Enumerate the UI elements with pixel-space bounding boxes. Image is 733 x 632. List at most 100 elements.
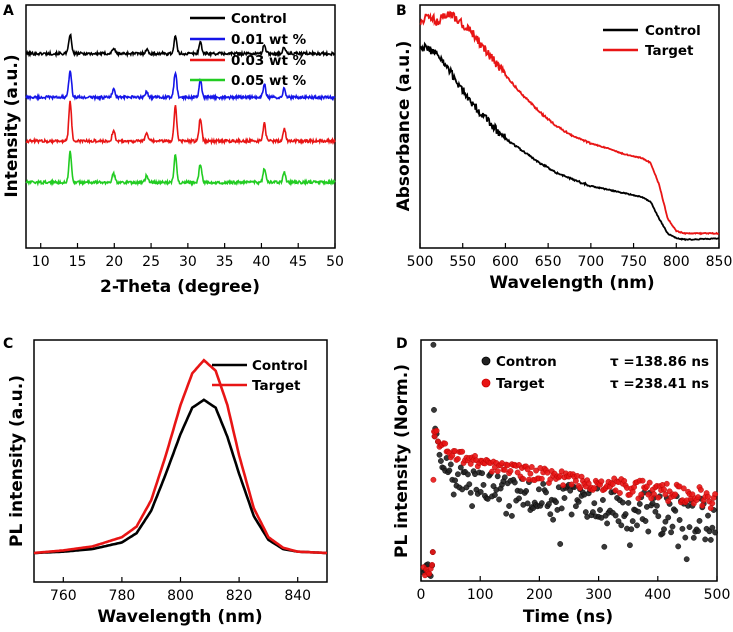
panel-b-y-label: Absorbance (a.u.): [394, 41, 414, 212]
legend-d-marker-1: [481, 378, 491, 388]
trpl-point-0: [447, 461, 454, 468]
trpl-point-0: [557, 541, 564, 547]
xrd-line-1: [25, 70, 336, 102]
absorbance-line-1: [419, 10, 720, 236]
x-tick-label: 550: [449, 254, 476, 270]
panel-c: C 760 780 800 820 840 Wavelength (nm) PL int…: [3, 336, 328, 627]
x-tick-label: 800: [167, 588, 194, 604]
x-tick-label: 30: [179, 254, 197, 270]
panel-d-legend: Contron Target τ =138.86 ns τ =238.41 ns: [481, 354, 709, 392]
x-tick-label: 400: [644, 587, 671, 603]
trpl-point-1: [591, 485, 598, 491]
trpl-point-1: [639, 477, 646, 484]
legend-b-label-1: Target: [645, 43, 694, 59]
trpl-point-1: [568, 481, 575, 488]
legend-d-label-1: Target: [496, 376, 545, 392]
trpl-point-0: [668, 529, 674, 536]
trpl-point-0: [508, 513, 515, 519]
trpl-point-1: [638, 491, 645, 498]
trpl-point-0: [480, 481, 487, 488]
xrd-line-3: [25, 150, 336, 187]
trpl-point-0: [516, 495, 522, 502]
panel-d: D 0 100 200 300 400 500 Time (ns) PL intensit…: [392, 336, 730, 627]
trpl-point-0: [431, 406, 437, 413]
trpl-point-0: [582, 509, 589, 515]
trpl-point-0: [702, 536, 709, 543]
xrd-line-2: [25, 100, 336, 146]
trpl-point-1: [709, 500, 716, 507]
x-tick-label: 780: [109, 588, 136, 604]
panel-d-x-label: Time (ns): [523, 607, 613, 627]
trpl-point-0: [696, 518, 703, 524]
trpl-point-0: [437, 458, 444, 464]
trpl-point-0: [567, 487, 574, 494]
trpl-point-0: [452, 477, 458, 484]
trpl-point-1: [661, 486, 667, 493]
trpl-point-0: [536, 486, 542, 493]
x-tick-label: 10: [32, 254, 50, 270]
x-tick-label: 25: [142, 254, 160, 270]
trpl-point-1: [577, 485, 583, 491]
trpl-point-1: [699, 502, 706, 509]
trpl-point-0: [628, 526, 635, 533]
trpl-point-0: [635, 508, 642, 515]
trpl-point-0: [662, 518, 669, 525]
trpl-point-0: [601, 543, 608, 550]
x-tick-label: 200: [526, 587, 553, 603]
trpl-point-0: [479, 470, 485, 477]
trpl-point-0: [652, 508, 659, 515]
trpl-point-1: [648, 495, 655, 502]
x-tick-label: 20: [105, 254, 123, 270]
trpl-point-1: [489, 468, 495, 475]
trpl-point-0: [540, 480, 547, 487]
x-tick-label: 50: [326, 254, 344, 270]
trpl-point-1: [514, 469, 521, 476]
x-tick-label: 850: [706, 254, 733, 270]
panel-a-x-ticks: 10 15 20 25 30 35 40 45 50: [32, 243, 344, 270]
trpl-point-0: [547, 511, 554, 518]
trpl-point-0: [467, 489, 474, 496]
trpl-point-0: [676, 517, 683, 523]
trpl-point-0: [612, 512, 619, 519]
x-tick-label: 760: [50, 588, 77, 604]
panel-b-x-ticks: 500 550 600 650 700 750 800 850: [407, 243, 733, 270]
panel-a-legend: Control 0.01 wt % 0.03 wt % 0.05 wt %: [190, 11, 307, 89]
trpl-point-0: [661, 526, 667, 533]
panel-b-x-label: Wavelength (nm): [489, 273, 654, 293]
panel-c-legend: Control Target: [212, 358, 308, 394]
trpl-point-0: [654, 502, 660, 509]
panel-d-y-label: PL intensity (Norm.): [392, 364, 412, 558]
pl-line-0: [33, 398, 328, 555]
trpl-point-0: [636, 501, 643, 507]
trpl-point-0: [695, 528, 701, 534]
trpl-point-1: [442, 440, 449, 447]
trpl-point-1: [528, 464, 535, 470]
trpl-point-0: [590, 509, 596, 515]
panel-a-letter: A: [3, 3, 14, 19]
x-tick-label: 800: [663, 254, 690, 270]
trpl-point-1: [467, 460, 474, 467]
trpl-point-0: [705, 512, 711, 519]
trpl-point-0: [484, 495, 491, 502]
trpl-point-0: [477, 488, 484, 495]
pl-line-1: [33, 358, 328, 555]
trpl-point-1: [612, 487, 619, 494]
trpl-point-0: [496, 496, 502, 503]
trpl-point-1: [520, 476, 527, 482]
x-tick-label: 45: [289, 254, 307, 270]
panel-a-series: [25, 32, 336, 187]
x-tick-label: 0: [417, 587, 426, 603]
trpl-point-0: [629, 518, 636, 524]
panel-a-x-label: 2-Theta (degree): [100, 277, 260, 297]
legend-c-label-0: Control: [252, 358, 308, 374]
panel-b-letter: B: [396, 3, 407, 19]
trpl-point-1: [698, 486, 704, 493]
trpl-point-0: [712, 529, 718, 536]
trpl-point-0: [464, 471, 471, 478]
x-tick-label: 500: [407, 254, 434, 270]
x-tick-label: 100: [467, 587, 494, 603]
trpl-point-0: [501, 474, 508, 481]
trpl-point-0: [615, 518, 622, 525]
trpl-point-1: [712, 491, 718, 497]
